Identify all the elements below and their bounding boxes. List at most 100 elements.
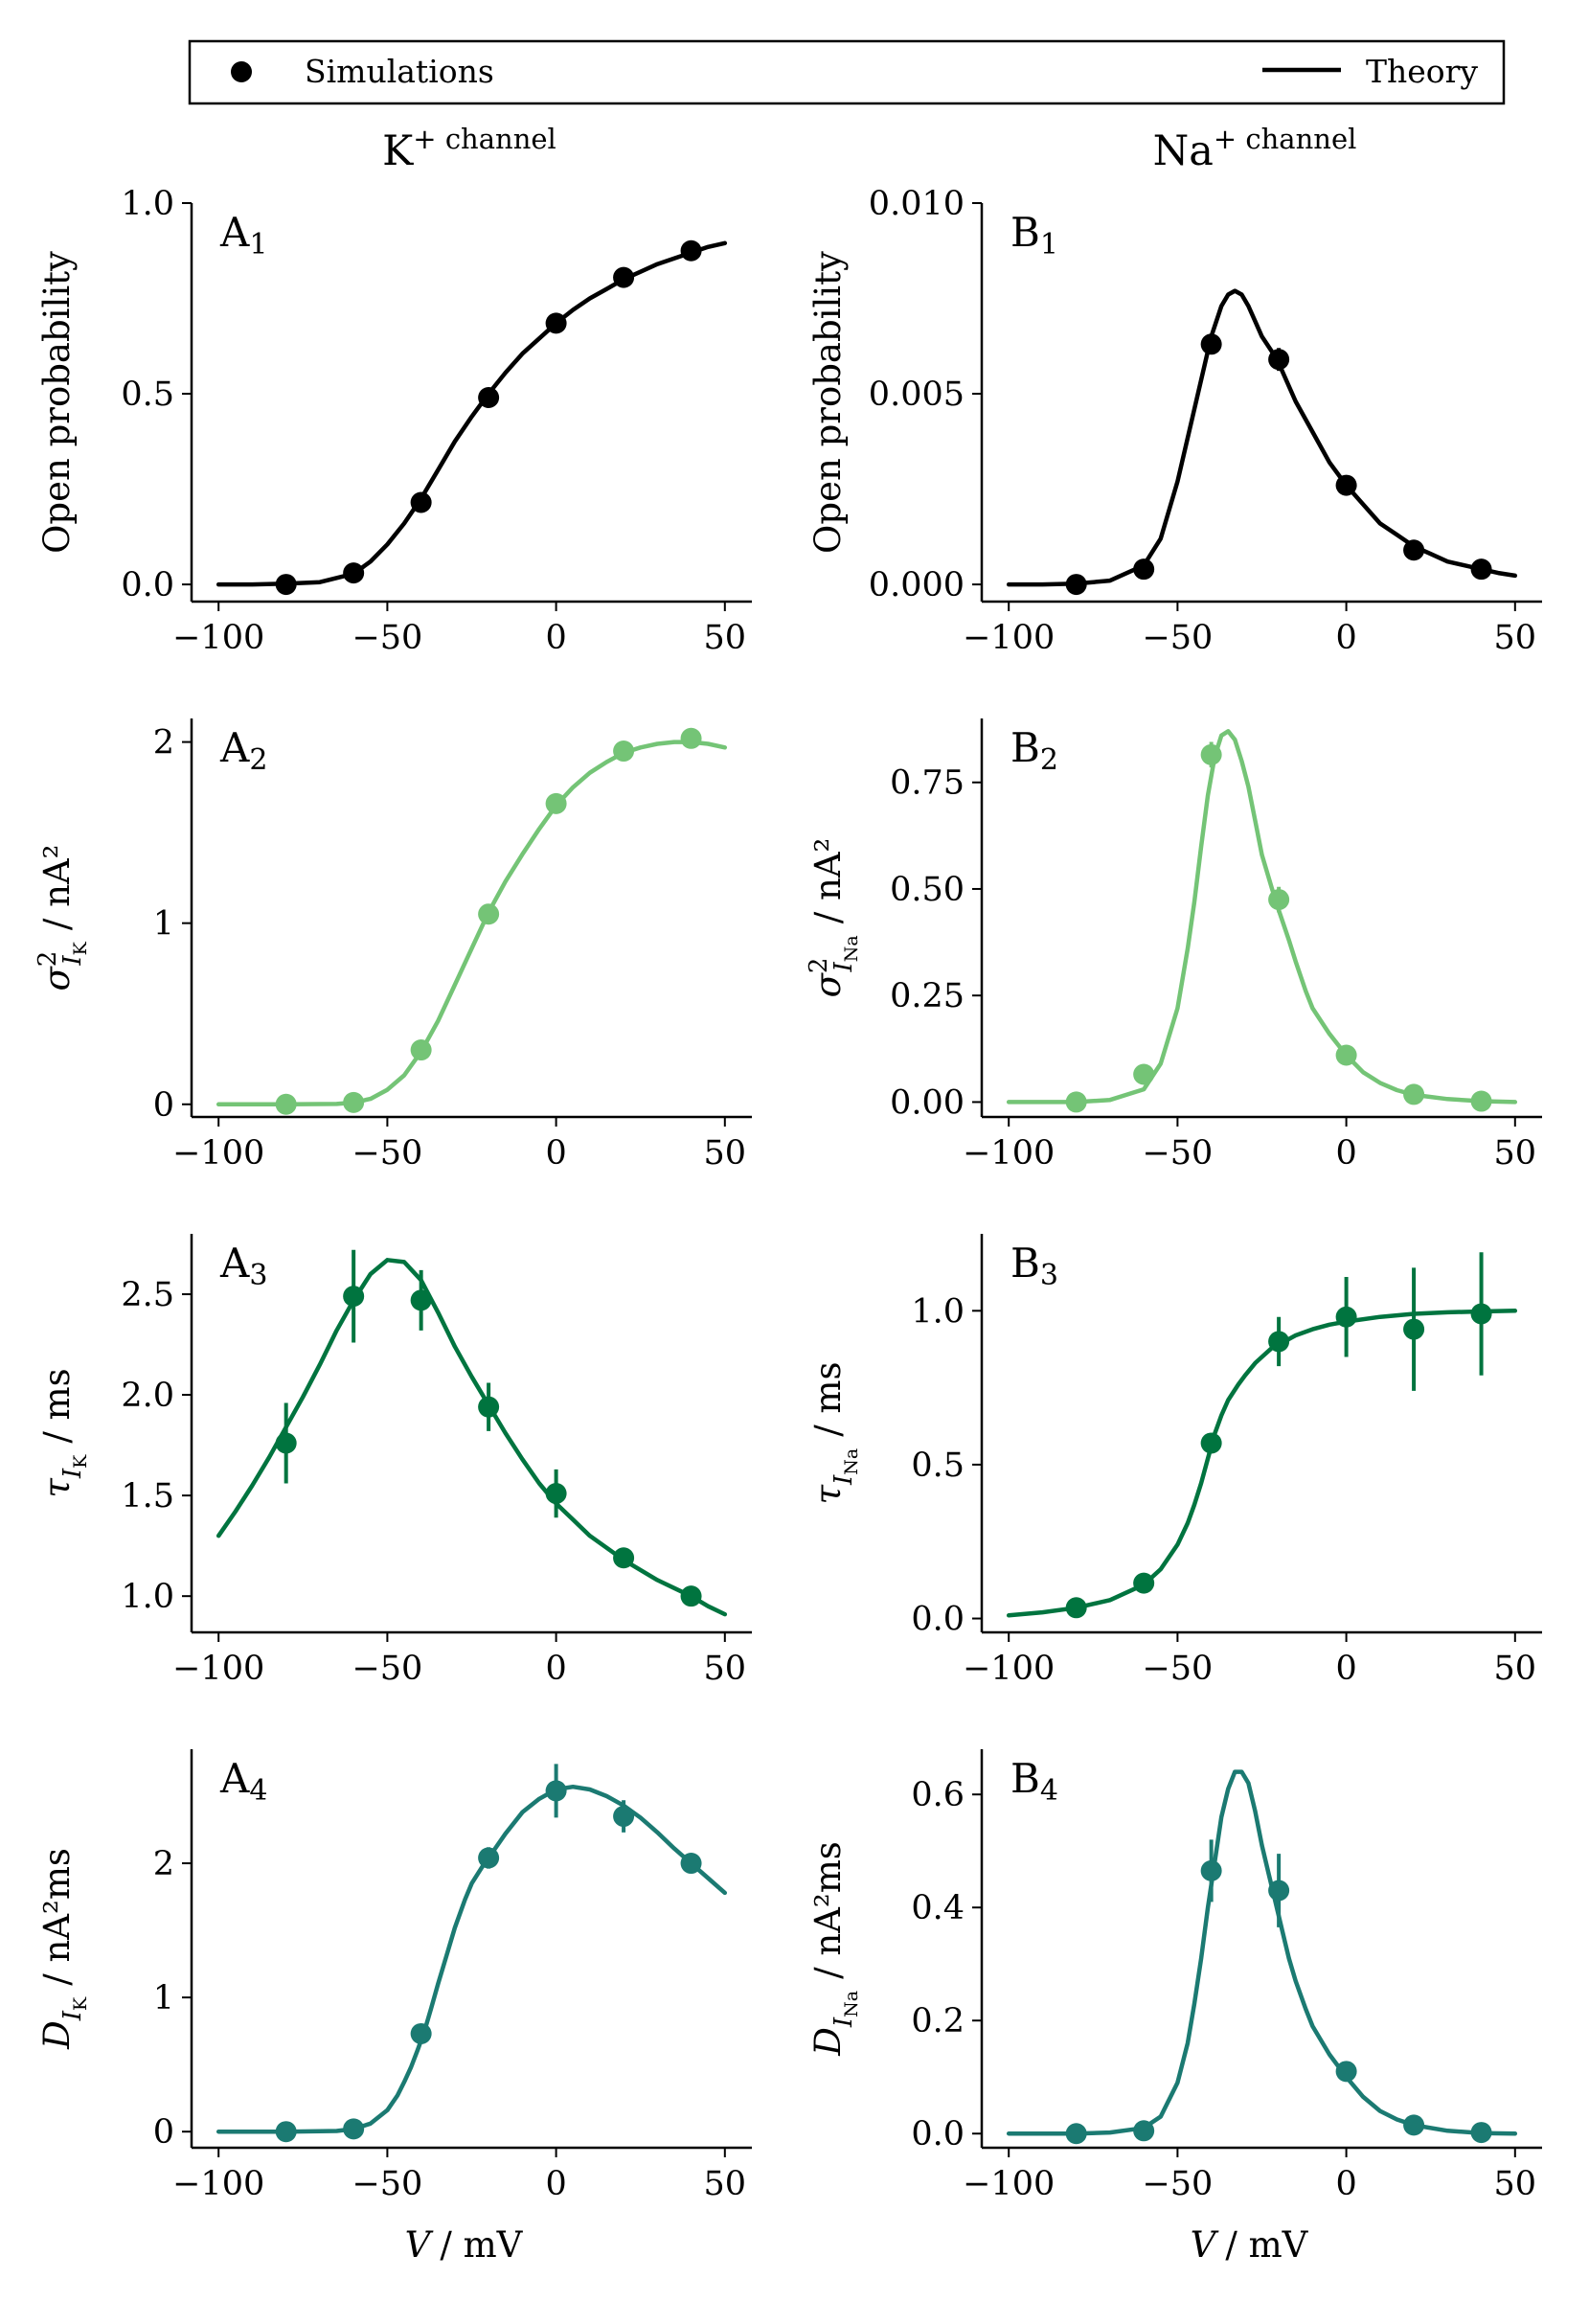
b3-theory-line [1006,1309,1518,1618]
a4-xtick-label: −50 [352,2165,422,2203]
b1-theory-line [1006,288,1518,587]
a3-ytick-label: 2.5 [121,1276,174,1314]
a4-panel-index: 4 [249,1774,267,1808]
a4-ytick-label: 1 [153,1979,174,2017]
legend-simulations-marker [231,61,252,82]
a4-sim-point [410,2022,432,2044]
legend: Simulations Theory [188,39,1506,105]
a2-ytick-label: 0 [153,1086,174,1125]
a2-ylabel-subsub: K [70,941,91,955]
a3-sim-point [680,1585,702,1607]
b1-ylabel-text: Open probability [807,251,849,554]
b3-sim-point [1065,1597,1087,1619]
b2-ylabel-sub: I [829,962,858,973]
b3-sim-point [1403,1318,1425,1340]
b3-xtick-label: −100 [963,1650,1055,1688]
a1-sim-point [680,239,702,262]
panel-a1: −100 −50 0 50 0.0 0.5 1.0 A1 Open probability [36,185,752,657]
a1-ytick-label: 0.0 [121,566,174,604]
b2-xtick-label: −100 [963,1134,1055,1173]
panel-b3: −100 −50 0 50 0.0 0.5 1.0 B3 τINa / ms [807,1234,1542,1688]
b3-sim-point [1470,1303,1492,1325]
b4-xtick-label: 50 [1494,2165,1537,2203]
b2-ytick-label: 0.25 [890,977,965,1015]
a2-panel-label: A2 [219,724,267,777]
a4-sim-point [680,1853,702,1875]
a3-panel-letter: A [219,1240,250,1287]
a4-sim-point [343,2118,365,2140]
panels: −100 −50 0 50 0.0 0.5 1.0 A 1 Open probability −10… [34,185,1542,2203]
b2-xtick-label: −50 [1142,1134,1213,1173]
a3-ylabel-subsub: K [70,1454,91,1469]
b1-sim-point [1065,574,1087,596]
b2-sim-point [1133,1063,1155,1085]
b4-sim-point [1335,2061,1357,2083]
b3-ytick-label: 1.0 [911,1292,965,1331]
a2-sim-point [545,792,567,814]
panel-b4: −100 −50 0 50 0.0 0.2 0.4 0.6 B4 DINa / nA²ms [807,1749,1542,2203]
a2-ytick-label: 2 [153,724,174,763]
panel-a4: −100 −50 0 50 0 1 2 A4 DIK / nA²ms [36,1749,752,2203]
a2-sim-point [343,1091,365,1113]
b2-ytick-label: 0.75 [890,764,965,803]
a2-ylabel-symbol: σ [36,965,78,991]
b3-panel-index: 3 [1040,1259,1058,1292]
b4-ylabel-symbol: D [807,2027,849,2057]
b1-ytick-label: 0.000 [869,566,965,604]
a1-xtick-label: 0 [545,619,566,657]
b3-ytick-label: 0.5 [911,1447,965,1485]
b2-theory-line [1006,729,1518,1105]
a4-panel-label: A4 [219,1755,267,1808]
b2-sim-point [1470,1090,1492,1112]
b2-panel-letter: B [1010,724,1040,771]
b4-xtick-label: −100 [963,2165,1055,2203]
b3-ylabel-symbol: τ [807,1485,849,1505]
a3-sim-point [275,1432,297,1454]
a1-sim-point [275,574,297,596]
a1-ylabel: Open probability [36,251,78,554]
a3-ytick-label: 2.0 [121,1377,174,1415]
b4-ylabel: DINa / nA²ms [807,1841,862,2057]
column-title-k-suffix: + channel [413,123,556,155]
a2-xtick-label: −100 [172,1134,264,1173]
b4-sim-point [1268,1880,1290,1902]
b4-panel-label: B4 [1010,1755,1058,1808]
a4-xtick-label: −100 [172,2165,264,2203]
b1-xtick-label: 50 [1494,619,1537,657]
b4-sim-point [1200,1859,1222,1881]
a4-ylabel-sub: I [58,2010,87,2021]
a3-xtick-label: 0 [545,1650,566,1688]
b2-ylabel-sup: 2 [805,958,833,974]
b2-ylabel: σ2INa / nA² [805,838,862,998]
a1-ytick-label: 0.5 [121,376,174,414]
b2-sim-point [1200,743,1222,765]
a3-ylabel-unit: / ms [36,1368,78,1443]
b1-sim-point [1200,333,1222,355]
a3-sim-point [545,1483,567,1505]
b2-ytick-label: 0.00 [890,1083,965,1122]
b1-sim-point [1403,539,1425,561]
a3-xtick-label: −100 [172,1650,264,1688]
a3-ytick-label: 1.0 [121,1578,174,1616]
b1-ylabel: Open probability [807,251,849,554]
b4-ytick-label: 0.4 [911,1889,965,1927]
xlabel-right-unit: / mV [1225,2224,1308,2266]
b2-ylabel-symbol: σ [807,971,849,997]
column-title-na-ion: Na [1153,127,1214,175]
b4-sim-point [1133,2120,1155,2142]
a2-xtick-label: 0 [545,1134,566,1173]
b1-ytick-label: 0.005 [869,376,965,414]
b4-ylabel-sub: I [829,2016,858,2028]
b4-panel-letter: B [1010,1755,1040,1802]
b1-sim-point [1133,558,1155,581]
b1-ytick-label: 0.010 [869,185,965,223]
a3-ytick-label: 1.5 [121,1477,174,1515]
b3-xtick-label: −50 [1142,1650,1213,1688]
a3-sim-point [613,1547,635,1569]
b2-panel-index: 2 [1040,743,1058,777]
b4-sim-point [1403,2114,1425,2136]
a3-ylabel: τIK / ms [36,1368,91,1497]
a4-sim-point [545,1780,567,1802]
